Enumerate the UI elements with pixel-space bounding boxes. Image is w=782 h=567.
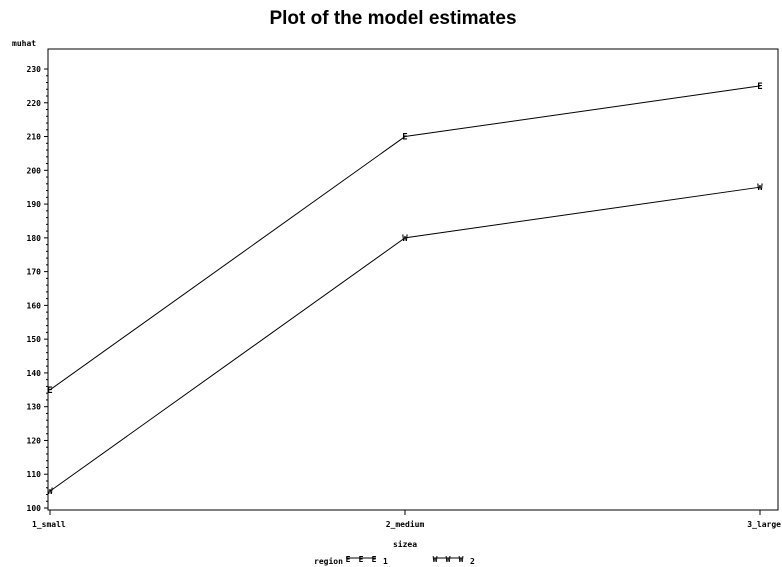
y-tick-label: 120 xyxy=(27,436,42,445)
legend-marker: E xyxy=(346,555,351,564)
y-axis-label: muhat xyxy=(12,39,36,48)
plot-frame xyxy=(47,48,779,511)
data-point-marker: W xyxy=(47,487,53,497)
legend-marker: W xyxy=(433,555,438,564)
chart-title: Plot of the model estimates xyxy=(269,8,516,29)
legend-title: region xyxy=(314,556,343,566)
series-line xyxy=(49,85,761,391)
x-axis-label: sizea xyxy=(393,539,417,549)
data-point-marker: E xyxy=(47,386,52,396)
y-tick-label: 130 xyxy=(27,403,42,412)
y-tick-label: 100 xyxy=(27,504,42,513)
y-tick-label: 160 xyxy=(27,301,42,310)
x-axis: 1_small 2_medium 3_large xyxy=(32,510,781,529)
legend-entry-label: 1 xyxy=(383,557,388,566)
data-point-marker: E xyxy=(402,133,407,143)
y-tick-label: 230 xyxy=(27,65,42,74)
series-layer: E E E W W W xyxy=(47,82,763,497)
y-tick-label: 190 xyxy=(27,200,42,209)
y-tick-label: 110 xyxy=(27,470,42,479)
data-point-marker: E xyxy=(757,82,762,92)
y-tick-label: 200 xyxy=(27,166,42,175)
legend-entry-label: 2 xyxy=(470,557,475,566)
y-tick-label: 180 xyxy=(27,234,42,243)
y-axis: 100 110 120 130 140 150 160 170 180 190 200 210 220 2… xyxy=(27,65,48,513)
series-line xyxy=(49,186,761,492)
legend-marker: W xyxy=(446,555,451,564)
x-tick-label: 1_small xyxy=(32,520,66,529)
data-point-marker: W xyxy=(757,183,763,193)
x-tick-label: 2_medium xyxy=(386,519,425,529)
y-tick-label: 140 xyxy=(27,369,42,378)
y-tick-label: 220 xyxy=(27,99,42,108)
y-tick-label: 210 xyxy=(27,133,42,142)
legend-marker: E xyxy=(359,555,364,564)
y-tick-label: 150 xyxy=(27,335,42,344)
legend-marker: E xyxy=(372,555,377,564)
legend-marker: W xyxy=(459,555,464,564)
y-tick-label: 170 xyxy=(27,268,42,277)
x-tick-label: 3_large xyxy=(747,520,781,529)
data-point-marker: W xyxy=(402,234,408,244)
